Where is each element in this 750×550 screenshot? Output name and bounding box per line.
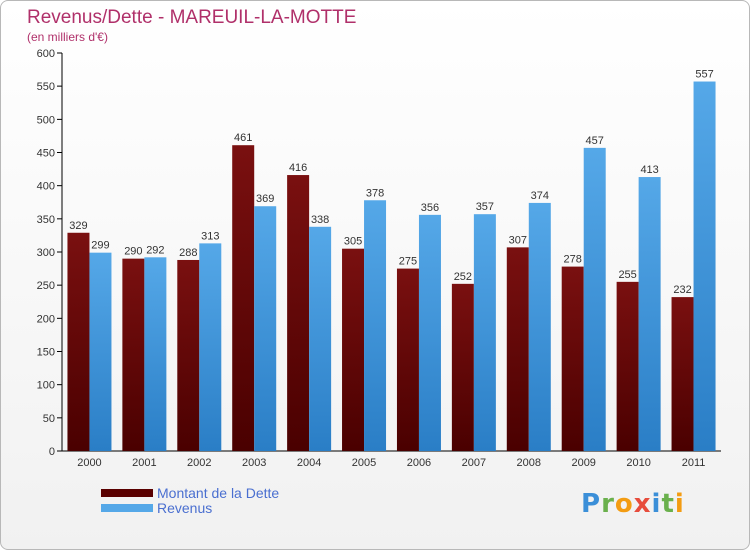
x-tick-label: 2003 [242, 457, 266, 469]
data-label: 278 [564, 254, 582, 266]
legend-swatch-revenue [101, 504, 153, 512]
bar-revenus [418, 214, 441, 451]
data-label: 413 [640, 164, 658, 176]
bar-dette [671, 297, 694, 451]
bar-revenus [309, 226, 332, 451]
data-label: 299 [91, 240, 109, 252]
data-label: 356 [421, 202, 439, 214]
data-label: 357 [476, 201, 494, 213]
data-label: 313 [201, 230, 219, 242]
data-labels: 329 299 290 292 288 313 461 369 416 338 305 378 275 3… [69, 69, 713, 297]
y-tick-label: 450 [37, 148, 55, 160]
bar-dette [342, 248, 365, 451]
logo-letter: x [633, 489, 652, 519]
data-label: 288 [179, 247, 197, 259]
chart-subtitle: (en milliers d'€) [27, 30, 108, 44]
bar-revenus [144, 257, 167, 451]
data-label: 329 [69, 220, 87, 232]
y-tick-label: 400 [37, 181, 55, 193]
bars [67, 81, 716, 452]
data-label: 461 [234, 132, 252, 144]
logo-letter: r [601, 489, 615, 519]
x-tick-label: 2008 [517, 457, 541, 469]
data-label: 338 [311, 214, 329, 226]
logo-letter: i [651, 489, 662, 519]
bar-dette [396, 268, 419, 451]
bar-revenus [693, 81, 716, 452]
bar-revenus [364, 200, 387, 451]
data-label: 378 [366, 187, 384, 199]
bar-dette [67, 232, 90, 451]
data-label: 232 [673, 284, 691, 296]
y-tick-label: 350 [37, 214, 55, 226]
x-tick-label: 2001 [132, 457, 156, 469]
x-tick-label: 2005 [352, 457, 376, 469]
bar-dette [287, 175, 310, 451]
y-tick-label: 200 [37, 313, 55, 325]
data-label: 255 [618, 269, 636, 281]
axes: 0 50 100 150 200 250 300 350 400 450 500 550 600 2000… [37, 48, 721, 469]
chart-title: Revenus/Dette - MAREUIL-LA-MOTTE [27, 7, 357, 28]
y-tick-label: 300 [37, 247, 55, 259]
data-label: 252 [454, 271, 472, 283]
legend-label-revenue: Revenus [157, 500, 213, 516]
bar-revenus [583, 147, 606, 451]
y-tick-label: 50 [43, 413, 55, 425]
y-tick-label: 0 [49, 446, 55, 458]
bar-revenus [528, 202, 551, 451]
bar-dette [122, 258, 145, 451]
logo-letter: t [661, 489, 675, 519]
bar-revenus [638, 177, 661, 451]
y-tick-label: 100 [37, 380, 55, 392]
data-label: 307 [509, 234, 527, 246]
x-tick-label: 2002 [187, 457, 211, 469]
bar-dette [506, 247, 529, 451]
y-tick-label: 550 [37, 81, 55, 93]
logo-letter: o [614, 489, 634, 519]
logo-letter: P [581, 489, 602, 519]
bar-dette [451, 283, 474, 451]
x-tick-label: 2011 [682, 457, 706, 469]
data-label: 557 [695, 69, 713, 81]
x-tick-label: 2010 [626, 457, 650, 469]
y-tick-label: 250 [37, 280, 55, 292]
data-label: 416 [289, 162, 307, 174]
x-tick-label: 2006 [407, 457, 431, 469]
x-tick-label: 2007 [462, 457, 486, 469]
x-tick-label: 2004 [297, 457, 321, 469]
y-tick-label: 600 [37, 48, 55, 60]
bar-dette [616, 281, 639, 451]
bar-dette [177, 259, 200, 451]
x-tick-label: 2009 [571, 457, 595, 469]
x-tick-label: 2000 [77, 457, 101, 469]
bar-revenus [199, 243, 222, 451]
data-label: 369 [256, 193, 274, 205]
y-tick-label: 150 [37, 347, 55, 359]
data-label: 457 [586, 135, 604, 147]
legend-label-debt: Montant de la Dette [157, 485, 280, 501]
legend-swatch-debt [101, 489, 153, 497]
proxiti-logo: Proxiti [581, 489, 685, 519]
bar-dette [232, 145, 255, 451]
bar-revenus [254, 206, 277, 451]
bar-revenus [89, 252, 112, 451]
data-label: 374 [531, 190, 549, 202]
data-label: 290 [124, 246, 142, 258]
bar-dette [561, 266, 584, 451]
data-label: 292 [146, 244, 164, 256]
data-label: 275 [399, 256, 417, 268]
logo-letter: i [674, 489, 685, 519]
data-label: 305 [344, 236, 362, 248]
bar-revenus [473, 214, 496, 451]
y-tick-label: 500 [37, 114, 55, 126]
